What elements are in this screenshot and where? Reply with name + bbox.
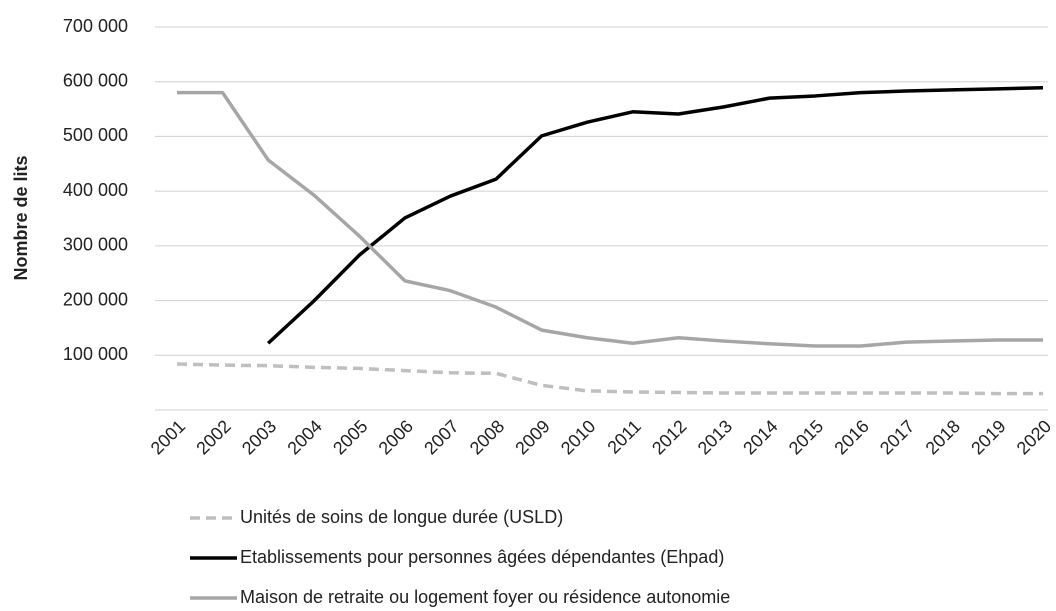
x-tick-label: 2009 — [511, 416, 553, 458]
x-tick-label: 2008 — [466, 416, 508, 458]
x-tick-label: 2005 — [329, 416, 371, 458]
series-line — [176, 362, 1043, 396]
x-tick-label: 2004 — [283, 416, 325, 458]
legend-label: Unités de soins de longue durée (USLD) — [240, 507, 563, 527]
x-tick-label: 2016 — [830, 416, 872, 458]
x-tick-label: 2010 — [557, 416, 599, 458]
y-tick-label: 200 000 — [63, 289, 128, 309]
x-tick-label: 2011 — [603, 416, 645, 458]
y-axis-label: Nombre de lits — [11, 155, 31, 280]
y-tick-label: 100 000 — [63, 344, 128, 364]
legend-label: Etablissements pour personnes âgées dépe… — [240, 547, 724, 567]
x-tick-label: 2001 — [147, 416, 189, 458]
series-line — [177, 90, 1043, 348]
x-tick-label: 2019 — [967, 416, 1009, 458]
x-tick-label: 2018 — [922, 416, 964, 458]
y-tick-label: 600 000 — [63, 70, 128, 90]
x-tick-label: 2020 — [1013, 416, 1055, 458]
y-tick-label: 400 000 — [63, 180, 128, 200]
y-tick-label: 500 000 — [63, 125, 128, 145]
y-tick-label: 700 000 — [63, 16, 128, 36]
x-tick-label: 2013 — [694, 416, 736, 458]
x-tick-label: 2006 — [375, 416, 417, 458]
x-tick-label: 2002 — [192, 416, 234, 458]
y-tick-label: 300 000 — [63, 235, 128, 255]
x-tick-label: 2012 — [648, 416, 690, 458]
series-line — [266, 85, 1044, 345]
x-tick-label: 2014 — [739, 416, 781, 458]
x-tick-label: 2017 — [876, 416, 918, 458]
x-tick-label: 2015 — [785, 416, 827, 458]
legend-label: Maison de retraite ou logement foyer ou … — [240, 587, 730, 607]
x-tick-label: 2007 — [420, 416, 462, 458]
x-tick-label: 2003 — [238, 416, 280, 458]
